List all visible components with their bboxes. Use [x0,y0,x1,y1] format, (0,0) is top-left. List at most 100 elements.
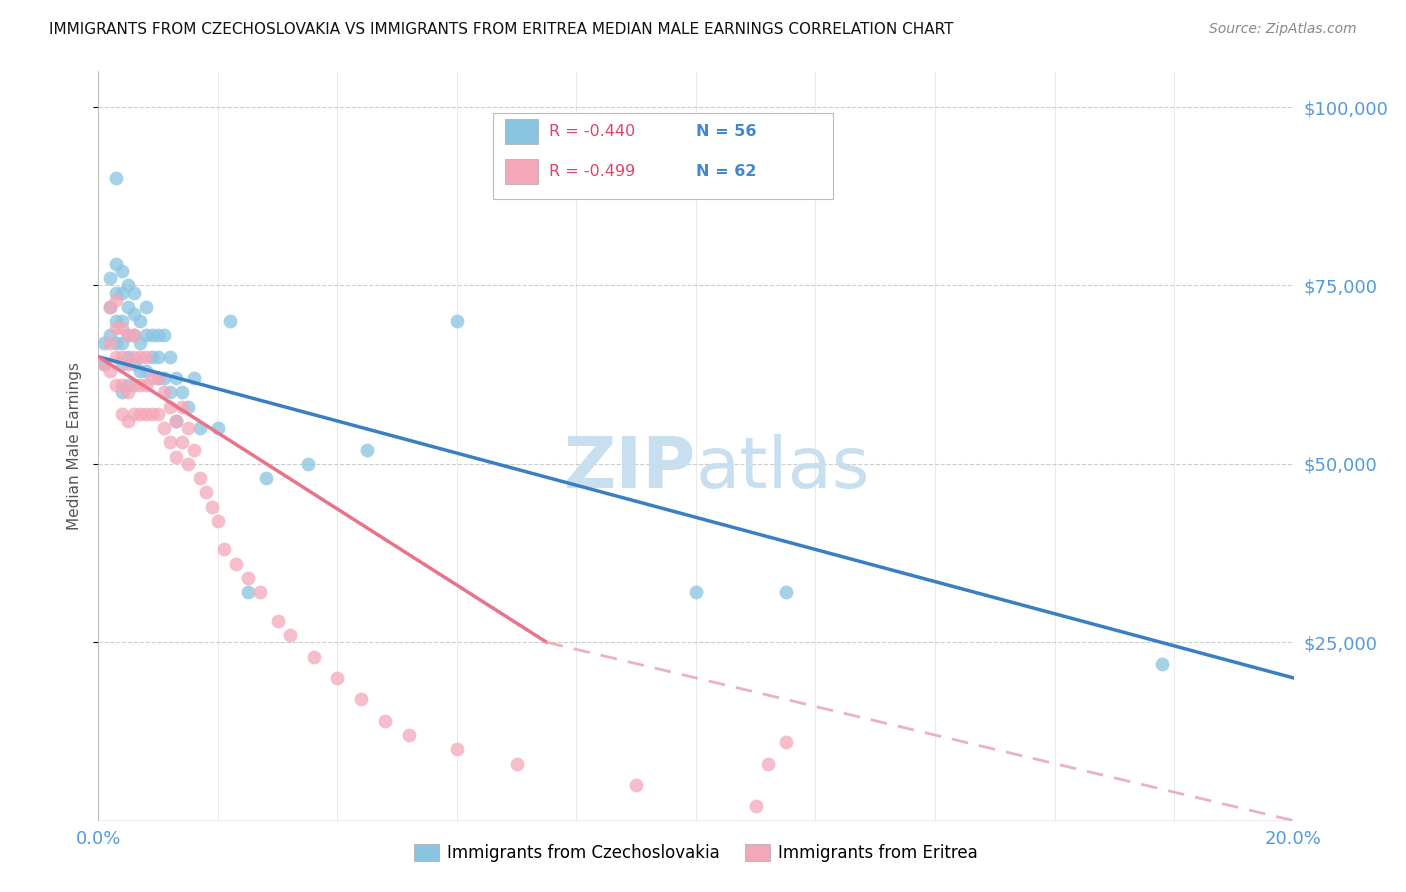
Point [278,628,301,642]
Point [111,285,134,300]
Point [172,435,194,450]
Point [356,442,378,457]
Point [124,307,146,321]
Point [98,364,122,378]
Point [117,328,139,343]
Point [159,385,181,400]
Point [111,335,134,350]
Point [105,335,128,350]
Point [148,407,170,421]
Point [135,407,157,421]
Point [117,378,139,392]
Point [135,364,157,378]
Point [124,407,146,421]
Point [177,400,200,414]
Point [105,314,128,328]
Point [93,335,115,350]
Point [129,335,152,350]
Point [254,471,277,485]
Point [374,714,396,728]
Point [165,450,187,464]
Point [148,328,170,343]
Point [111,357,134,371]
Point [165,414,187,428]
Point [117,328,139,343]
Point [153,371,176,385]
Text: Source: ZipAtlas.com: Source: ZipAtlas.com [1209,22,1357,37]
Point [111,264,134,278]
FancyBboxPatch shape [505,120,538,144]
Point [129,378,152,392]
Text: N = 62: N = 62 [696,163,756,178]
Point [775,585,797,599]
Point [105,285,128,300]
Point [129,314,152,328]
Point [1152,657,1174,671]
Point [135,300,157,314]
Point [159,400,181,414]
Text: N = 56: N = 56 [696,124,756,139]
Point [225,557,247,571]
Text: R = -0.499: R = -0.499 [548,163,636,178]
Point [98,271,122,285]
Point [207,421,229,435]
Point [117,278,139,293]
Point [135,328,157,343]
Point [685,585,707,599]
Point [105,378,128,392]
FancyBboxPatch shape [494,112,834,199]
Point [153,385,176,400]
Point [188,421,211,435]
Point [98,300,122,314]
Point [135,378,157,392]
Point [446,742,468,756]
Point [111,378,134,392]
Legend: Immigrants from Czechoslovakia, Immigrants from Eritrea: Immigrants from Czechoslovakia, Immigran… [408,837,984,869]
Point [745,799,768,814]
Point [195,485,218,500]
Text: atlas: atlas [696,434,870,503]
Point [153,421,176,435]
Point [249,585,271,599]
FancyBboxPatch shape [505,159,538,184]
Point [111,321,134,335]
Point [93,357,115,371]
Point [141,350,163,364]
Point [141,407,163,421]
Point [105,350,128,364]
Point [398,728,420,742]
Point [98,328,122,343]
Point [124,328,146,343]
Text: ZIP: ZIP [564,434,696,503]
Point [626,778,648,792]
Point [117,357,139,371]
Point [117,385,139,400]
Point [219,314,242,328]
Text: R = -0.440: R = -0.440 [548,124,636,139]
Point [111,385,134,400]
Y-axis label: Median Male Earnings: Median Male Earnings [66,362,82,530]
Point [297,457,319,471]
Point [124,350,146,364]
Point [98,300,122,314]
Point [212,542,235,557]
Point [756,756,779,771]
Text: IMMIGRANTS FROM CZECHOSLOVAKIA VS IMMIGRANTS FROM ERITREA MEDIAN MALE EARNINGS C: IMMIGRANTS FROM CZECHOSLOVAKIA VS IMMIGR… [49,22,953,37]
Point [446,314,468,328]
Point [135,350,157,364]
Point [775,735,797,749]
Point [183,371,205,385]
Point [148,371,170,385]
Point [201,500,224,514]
Point [188,471,211,485]
Point [148,350,170,364]
Point [124,357,146,371]
Point [148,371,170,385]
Point [129,407,152,421]
Point [111,350,134,364]
Point [183,442,205,457]
Point [172,400,194,414]
Point [117,414,139,428]
Point [105,257,128,271]
Point [105,171,128,186]
